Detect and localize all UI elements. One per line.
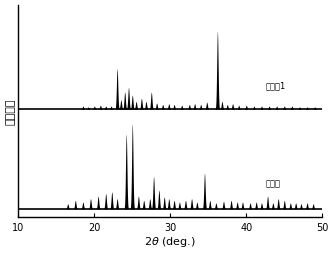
Y-axis label: 相对强度: 相对强度 xyxy=(6,98,16,124)
Text: 模拟値: 模拟値 xyxy=(265,178,280,187)
Text: 实施例1: 实施例1 xyxy=(265,81,286,90)
X-axis label: $2\theta$ (deg.): $2\theta$ (deg.) xyxy=(144,234,196,248)
